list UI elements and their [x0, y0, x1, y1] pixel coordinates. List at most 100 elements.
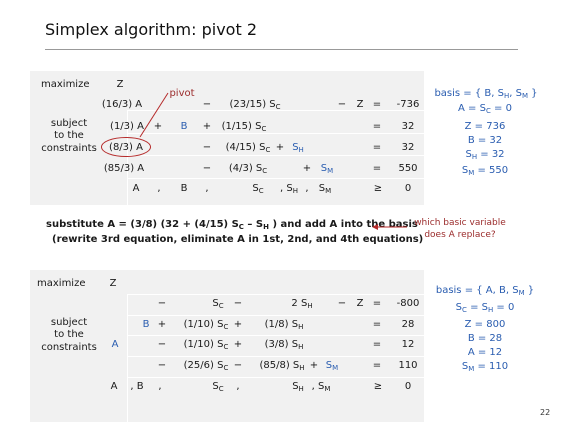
rhs: 110	[398, 360, 418, 371]
pivot-arrow	[139, 92, 169, 138]
row-divider	[127, 110, 424, 111]
equals: =	[372, 319, 382, 330]
basic-var-b: B	[180, 121, 188, 132]
question-note: which basic variable	[414, 218, 506, 228]
var-a: A	[132, 183, 140, 194]
substitute-line-2: (rewrite 3rd equation, eliminate A in 1s…	[52, 234, 424, 245]
maximize-label: maximize	[37, 278, 86, 289]
subject-label: subject	[50, 317, 88, 328]
title-rule	[45, 49, 518, 50]
operator: +	[157, 319, 167, 330]
separator: ,	[158, 381, 162, 392]
row-divider	[127, 356, 424, 357]
coef-sh: (3/8) SH	[264, 339, 304, 351]
rhs: 550	[398, 163, 418, 174]
var-sm: SM	[318, 183, 332, 195]
pivot-ellipse	[101, 137, 151, 157]
operator: +	[302, 163, 312, 174]
slide-title: Simplex algorithm: pivot 2	[45, 20, 257, 39]
rhs: -736	[396, 99, 420, 110]
coef-sc: (23/15) SC	[229, 99, 281, 111]
equals: =	[372, 142, 382, 153]
coef-sc: SC	[212, 298, 224, 310]
nonbasic-zero-2: SC = SH = 0	[455, 302, 515, 314]
tableau-2	[30, 270, 424, 422]
pivot-label: pivot	[169, 88, 195, 99]
subject-label: to the	[54, 329, 84, 340]
question-arrowhead	[372, 224, 378, 230]
equals: =	[372, 339, 382, 350]
coef-sc: (25/6) SC	[183, 360, 229, 372]
equals: =	[372, 163, 382, 174]
sm-value-2: SM = 110	[461, 361, 509, 373]
var-b: , B	[130, 381, 144, 392]
row-divider	[127, 335, 424, 336]
separator: ,	[157, 183, 161, 194]
operator: +	[233, 319, 243, 330]
var-sc: SC	[212, 381, 224, 393]
column-divider	[127, 110, 128, 205]
operator: −	[337, 298, 347, 309]
equals: =	[372, 298, 382, 309]
coef-a: (85/3) A	[103, 163, 145, 174]
question-note: does A replace?	[424, 230, 496, 240]
row-divider	[127, 377, 424, 378]
operator: +	[275, 142, 285, 153]
equals: =	[372, 360, 382, 371]
rhs: 32	[401, 142, 415, 153]
column-divider	[127, 294, 128, 422]
coef-sc: (1/10) SC	[183, 319, 229, 331]
b-value-1: B = 32	[467, 135, 503, 146]
separator: ,	[236, 381, 240, 392]
row-divider	[127, 133, 424, 134]
rhs: 0	[404, 381, 412, 392]
var-z: Z	[356, 99, 364, 110]
basic-var-sm: SM	[325, 360, 339, 372]
var-b: B	[180, 183, 188, 194]
z-value-1: Z = 736	[464, 121, 506, 132]
operator: −	[157, 339, 167, 350]
b-value-2: B = 28	[467, 333, 503, 344]
rhs: -800	[396, 298, 420, 309]
basis-1: basis = { B, SH, SM }	[434, 88, 538, 100]
objective-var: Z	[116, 79, 124, 90]
subject-label: subject	[50, 118, 88, 129]
operator: +	[309, 360, 319, 371]
operator: −	[233, 360, 243, 371]
subject-label: constraints	[41, 342, 97, 353]
rhs: 0	[404, 183, 412, 194]
a-value-2: A = 12	[467, 347, 503, 358]
sh-value-1: SH = 32	[465, 149, 505, 161]
var-sh: , SH	[280, 183, 298, 195]
subject-label: constraints	[41, 143, 97, 154]
var-a: A	[110, 381, 118, 392]
coef-sc: (4/3) SC	[228, 163, 268, 175]
coef-sh: 2 SH	[291, 298, 313, 310]
row-divider	[127, 294, 424, 295]
operator: −	[157, 360, 167, 371]
basic-var-b: B	[142, 319, 150, 330]
var-sh: SH	[292, 381, 304, 393]
page-number: 22	[540, 408, 551, 417]
operator: −	[202, 99, 212, 110]
operator: +	[233, 339, 243, 350]
rhs: 28	[401, 319, 415, 330]
operator: −	[202, 163, 212, 174]
operator: −	[233, 298, 243, 309]
equals: =	[372, 99, 382, 110]
z-value-2: Z = 800	[464, 319, 506, 330]
separator: ,	[205, 183, 209, 194]
substitute-line-1: substitute A = (3/8) (32 + (4/15) SC – S…	[46, 219, 418, 231]
maximize-label: maximize	[41, 79, 90, 90]
var-sc: SC	[252, 183, 264, 195]
equals: =	[372, 121, 382, 132]
row-divider	[127, 155, 424, 156]
row-divider	[127, 315, 424, 316]
objective-var: Z	[109, 278, 117, 289]
geq: ≥	[373, 183, 383, 194]
basic-var-sm: SM	[320, 163, 334, 175]
coef-sc: (4/15) SC	[225, 142, 271, 154]
coef-a: (16/3) A	[101, 99, 143, 110]
rhs: 12	[401, 339, 415, 350]
